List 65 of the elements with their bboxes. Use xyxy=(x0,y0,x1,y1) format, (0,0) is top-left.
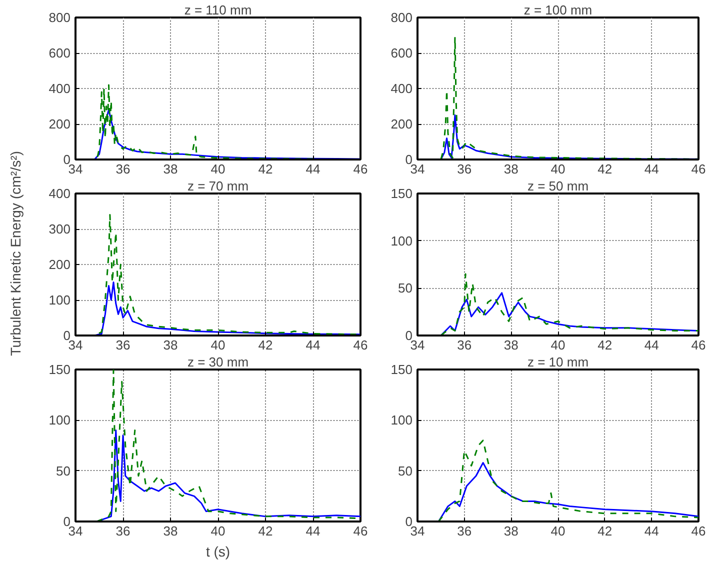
x-tick-label: 42 xyxy=(598,162,612,176)
y-tick-label: 100 xyxy=(390,233,413,248)
x-tick-label: 46 xyxy=(691,524,706,538)
y-tick-label: 50 xyxy=(398,463,413,478)
y-tick-label: 150 xyxy=(390,186,413,201)
y-tick-label: 150 xyxy=(48,362,71,377)
y-tick-label: 600 xyxy=(390,46,413,60)
chart-title: z = 50 mm xyxy=(527,178,589,194)
y-tick-label: 600 xyxy=(48,46,71,60)
x-tick-label: 42 xyxy=(258,338,273,352)
x-tick-label: 40 xyxy=(210,338,226,352)
chart-title: z = 70 mm xyxy=(187,178,249,194)
x-tick-label: 46 xyxy=(691,162,706,176)
x-tick-label: 44 xyxy=(644,162,659,176)
y-tick-label: 200 xyxy=(48,116,71,132)
y-tick-label: 800 xyxy=(390,10,413,25)
x-tick-label: 44 xyxy=(306,524,320,538)
y-tick-label: 200 xyxy=(390,116,413,132)
x-tick-label: 46 xyxy=(353,524,368,538)
x-tick-label: 38 xyxy=(163,338,178,352)
x-tick-label: 38 xyxy=(504,162,518,176)
y-tick-label: 50 xyxy=(398,280,413,296)
x-tick-label: 38 xyxy=(504,338,518,352)
x-tick-label: 38 xyxy=(163,162,178,176)
y-tick-label: 100 xyxy=(48,292,71,308)
x-tick-label: 44 xyxy=(306,162,320,176)
x-tick-label: 42 xyxy=(258,162,273,176)
y-tick-label: 400 xyxy=(48,81,71,96)
chart-title: z = 100 mm xyxy=(524,2,592,18)
x-tick-label: 36 xyxy=(116,162,130,176)
x-tick-label: 40 xyxy=(210,524,226,538)
y-tick-label: 300 xyxy=(48,222,71,236)
y-tick-label: 100 xyxy=(48,412,71,428)
x-tick-label: 40 xyxy=(550,162,566,176)
x-tick-label: 44 xyxy=(306,338,320,352)
x-tick-label: 42 xyxy=(598,524,612,538)
x-tick-label: 36 xyxy=(116,524,130,538)
x-axis-title: t (s) xyxy=(206,544,230,560)
y-tick-label: 800 xyxy=(48,10,71,25)
y-tick-label: 150 xyxy=(390,362,413,377)
y-tick-label: 100 xyxy=(390,412,413,428)
chart-title: z = 10 mm xyxy=(527,354,589,370)
x-tick-label: 46 xyxy=(353,338,368,352)
x-tick-label: 42 xyxy=(598,338,612,352)
x-tick-label: 40 xyxy=(210,162,226,176)
x-tick-label: 36 xyxy=(457,524,472,538)
x-tick-label: 44 xyxy=(644,338,659,352)
x-tick-label: 36 xyxy=(116,338,130,352)
x-tick-label: 40 xyxy=(550,524,566,538)
x-tick-label: 44 xyxy=(644,524,659,538)
y-tick-label: 50 xyxy=(56,463,71,478)
chart-title: z = 30 mm xyxy=(187,354,249,370)
x-tick-label: 38 xyxy=(504,524,518,538)
x-tick-label: 46 xyxy=(691,338,706,352)
chart-title: z = 110 mm xyxy=(184,2,252,18)
x-tick-label: 42 xyxy=(258,524,273,538)
y-tick-label: 200 xyxy=(48,257,71,272)
x-tick-label: 38 xyxy=(163,524,178,538)
x-tick-label: 36 xyxy=(457,162,472,176)
x-tick-label: 40 xyxy=(550,338,566,352)
y-tick-label: 400 xyxy=(48,186,71,201)
y-axis-title: Turbulent Kinetic Energy (cm²/s²) xyxy=(8,150,24,356)
x-tick-label: 46 xyxy=(353,162,368,176)
x-tick-label: 36 xyxy=(457,338,472,352)
y-tick-label: 400 xyxy=(390,81,413,96)
